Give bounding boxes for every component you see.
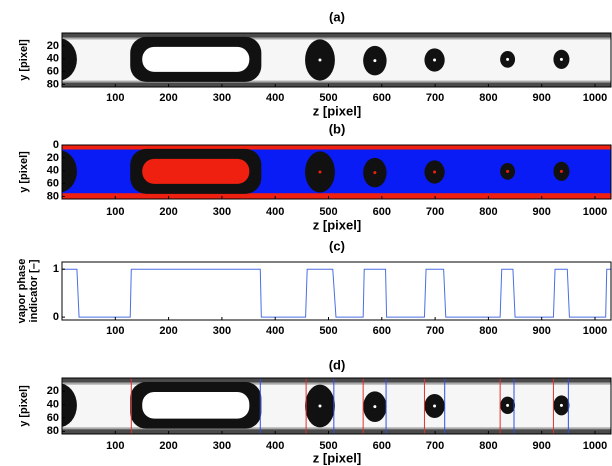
y-tick-label: 20: [47, 152, 59, 164]
x-tick-label: 500: [319, 325, 337, 337]
bubble-highlight: [318, 405, 321, 408]
y-axis-label: indicator [–]: [28, 259, 40, 322]
x-tick-label: 700: [426, 92, 444, 104]
line: [62, 269, 611, 317]
x-axis-label: z [pixel]: [313, 450, 361, 465]
x-tick-label: 600: [373, 206, 391, 218]
y-tick-label: 60: [47, 65, 59, 77]
x-tick-label: 200: [159, 325, 177, 337]
x-tick-label: 800: [479, 92, 497, 104]
x-tick-label: 900: [533, 92, 551, 104]
bubble-core: [142, 392, 249, 419]
panel: (c) 100 200 300 400 500 600 700 800 900 1000 0 1 vapo…: [16, 238, 611, 336]
x-tick-label: 100: [106, 440, 124, 452]
bubble-highlight: [506, 404, 509, 407]
bubble-highlight: [560, 170, 563, 173]
x-tick-label: 600: [373, 325, 391, 337]
x-tick-label: 200: [159, 92, 177, 104]
y-tick-label: 40: [47, 399, 59, 411]
y-tick-label: 1: [53, 263, 59, 275]
y-tick-label: 80: [47, 190, 59, 202]
panel-title: (a): [329, 9, 345, 24]
bubble-highlight: [506, 58, 509, 61]
bubble-highlight: [373, 405, 376, 408]
x-tick-label: 800: [479, 440, 497, 452]
bubble-highlight: [373, 59, 376, 62]
y-axis-label: y [pixel]: [18, 39, 30, 81]
plot-area: [41, 145, 611, 199]
wall: [62, 145, 611, 150]
x-axis-label: z [pixel]: [313, 217, 361, 232]
bubble-core: [142, 159, 249, 184]
x-tick-label: 800: [479, 206, 497, 218]
panel: (b) 100 200 300 400 500 600 700 800 900 1000 020406…: [18, 121, 611, 232]
y-axis-label: vapor phase: [16, 259, 28, 324]
x-tick-label: 700: [426, 440, 444, 452]
bubble-highlight: [506, 170, 509, 173]
x-tick-label: 700: [426, 206, 444, 218]
plot-area: [62, 269, 611, 317]
x-tick-label: 1000: [583, 325, 607, 337]
x-tick-label: 100: [106, 325, 124, 337]
x-tick-label: 800: [479, 325, 497, 337]
x-tick-label: 400: [266, 440, 284, 452]
bubble-highlight: [560, 404, 563, 407]
x-tick-label: 200: [159, 440, 177, 452]
x-tick-label: 100: [106, 206, 124, 218]
bubble-highlight: [433, 171, 436, 174]
bubble-highlight: [318, 171, 321, 174]
x-tick-label: 400: [266, 325, 284, 337]
y-tick-label: 60: [47, 412, 59, 424]
figure: (a)1002003004005006007008009001000204060…: [0, 0, 612, 466]
x-tick-label: 900: [533, 440, 551, 452]
x-tick-label: 300: [213, 92, 231, 104]
x-tick-label: 1000: [583, 440, 607, 452]
wall: [62, 193, 611, 199]
x-tick-label: 300: [213, 206, 231, 218]
y-tick-label: 0: [53, 311, 59, 323]
x-tick-label: 500: [319, 92, 337, 104]
bubble-highlight: [318, 59, 321, 62]
y-tick-label: 20: [47, 385, 59, 397]
y-axis-label: y [pixel]: [18, 385, 30, 427]
x-tick-label: 600: [373, 92, 391, 104]
y-axis-label: y [pixel]: [18, 151, 30, 193]
x-tick-label: 400: [266, 92, 284, 104]
bubble-core: [142, 47, 249, 72]
bubble-highlight: [433, 405, 436, 408]
x-tick-label: 300: [213, 440, 231, 452]
x-tick-label: 900: [533, 325, 551, 337]
x-tick-label: 100: [106, 92, 124, 104]
panel-title: (c): [329, 238, 345, 253]
y-tick-label: 80: [47, 425, 59, 437]
axes-box: [62, 262, 611, 320]
x-tick-label: 1000: [583, 92, 607, 104]
wall: [62, 378, 611, 383]
x-axis-label: z [pixel]: [313, 103, 361, 118]
x-tick-label: 900: [533, 206, 551, 218]
bubble-highlight: [560, 58, 563, 61]
panel-title: (d): [329, 357, 346, 372]
bubble-highlight: [433, 59, 436, 62]
panel: (a) 100 200 300 400 500 600 700 800 900 1000 204060…: [18, 9, 611, 118]
x-tick-label: 200: [159, 206, 177, 218]
plot-area: [41, 33, 611, 87]
y-tick-label: 40: [47, 53, 59, 65]
y-tick-label: 60: [47, 177, 59, 189]
panel-title: (b): [329, 121, 346, 136]
x-tick-label: 300: [213, 325, 231, 337]
plot-area: [41, 378, 611, 434]
bubble-highlight: [373, 171, 376, 174]
y-tick-label: 40: [47, 165, 59, 177]
x-tick-label: 500: [319, 206, 337, 218]
y-tick-label: 20: [47, 40, 59, 52]
wall: [62, 33, 611, 38]
y-tick-label: 0: [53, 139, 59, 151]
x-tick-label: 1000: [583, 206, 607, 218]
y-tick-label: 80: [47, 78, 59, 90]
x-tick-label: 600: [373, 440, 391, 452]
x-tick-label: 700: [426, 325, 444, 337]
x-tick-label: 400: [266, 206, 284, 218]
